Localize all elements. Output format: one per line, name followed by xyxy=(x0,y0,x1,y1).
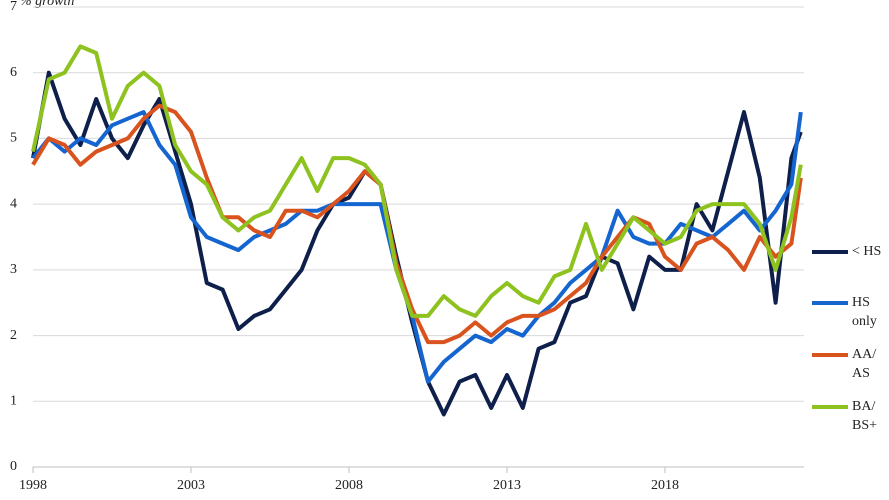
legend-label: HS only xyxy=(852,295,877,329)
x-tick-label: 2008 xyxy=(335,478,363,493)
legend-label: BA/ BS+ xyxy=(852,399,878,433)
series-line xyxy=(31,103,803,345)
series-line xyxy=(31,110,803,384)
x-tick-label: 1998 xyxy=(19,478,47,493)
legend-label: < HS xyxy=(852,244,882,259)
y-tick-label: 5 xyxy=(10,131,17,146)
y-tick-label: 3 xyxy=(10,262,17,277)
legend-label: AA/ AS xyxy=(852,347,877,381)
y-tick-label: 0 xyxy=(10,459,17,474)
series-line xyxy=(31,44,803,318)
x-tick-label: 2018 xyxy=(651,478,679,493)
x-tick-label: 2003 xyxy=(177,478,205,493)
y-tick-label: 6 xyxy=(10,65,17,80)
y-axis-label: % growth xyxy=(20,0,74,9)
y-tick-label: 1 xyxy=(10,394,17,409)
x-tick-label: 2013 xyxy=(493,478,521,493)
y-tick-label: 7 xyxy=(10,0,17,14)
y-tick-label: 4 xyxy=(10,196,17,211)
y-tick-label: 2 xyxy=(10,328,17,343)
